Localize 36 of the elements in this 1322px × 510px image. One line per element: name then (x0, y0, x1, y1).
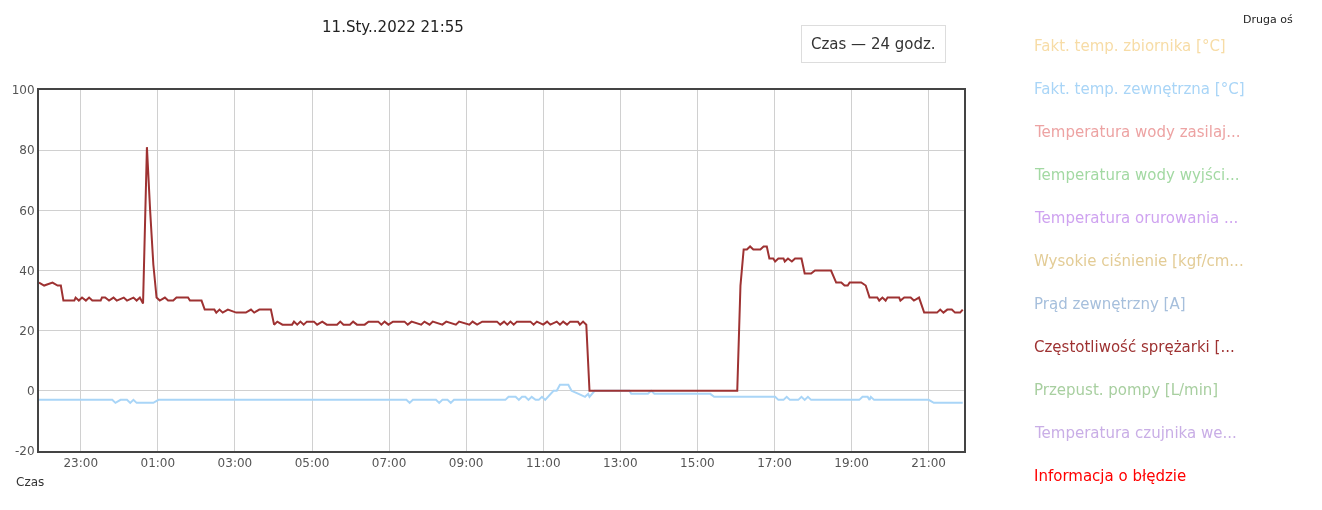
x-tick-label: 23:00 (63, 456, 99, 471)
legend-label: Przepust. pompy [L/min] (1034, 381, 1219, 399)
y-tick-label: 0 (26, 384, 35, 399)
x-tick-label: 05:00 (294, 456, 330, 471)
legend-label: Informacja o błędzie (1034, 467, 1187, 485)
y-tick-label: 40 (19, 263, 35, 278)
legend-label: Temperatura czujnika we... (1034, 424, 1237, 442)
x-tick-label: 15:00 (680, 456, 715, 471)
y-tick-label: 80 (19, 143, 35, 158)
legend-label: Fakt. temp. zbiornika [°C] (1034, 37, 1226, 55)
legend-label: Temperatura orurowania ... (1034, 209, 1239, 227)
x-tick-label: 09:00 (448, 456, 484, 471)
text: Druga oś (1243, 13, 1293, 26)
x-tick-label: 03:00 (217, 456, 253, 471)
x-tick-label: 01:00 (140, 456, 176, 471)
chart-title: 11.Sty..2022 21:55 (322, 18, 464, 37)
x-tick-label: 19:00 (834, 456, 869, 471)
x-tick-label: 11:00 (525, 456, 561, 471)
text: Fakt. temp. zewnętrzna [°C] (1034, 80, 1245, 98)
y-tick-label: 100 (11, 83, 35, 98)
x-tick-label: 17:00 (757, 456, 792, 471)
legend-label: Temperatura wody wyjści... (1034, 166, 1240, 184)
legend-label: Prąd zewnętrzny [A] (1034, 295, 1186, 313)
legend-label: Temperatura wody zasilaj... (1034, 123, 1241, 141)
text: Czas — 24 godz. (811, 35, 936, 53)
x-axis-title: Czas (16, 475, 45, 489)
y-tick-label: 60 (19, 203, 35, 218)
legend-label: Wysokie ciśnienie [kgf/cm... (1034, 252, 1244, 270)
text: Częstotliwość sprężarki [... (1034, 338, 1235, 356)
y-tick-label: -20 (14, 444, 35, 459)
x-tick-label: 13:00 (603, 456, 638, 471)
line-series (39, 146, 964, 392)
x-tick-label: 07:00 (371, 456, 407, 471)
x-tick-label: 21:00 (911, 456, 946, 471)
y-tick-label: 20 (19, 323, 35, 338)
line-series (39, 383, 964, 404)
